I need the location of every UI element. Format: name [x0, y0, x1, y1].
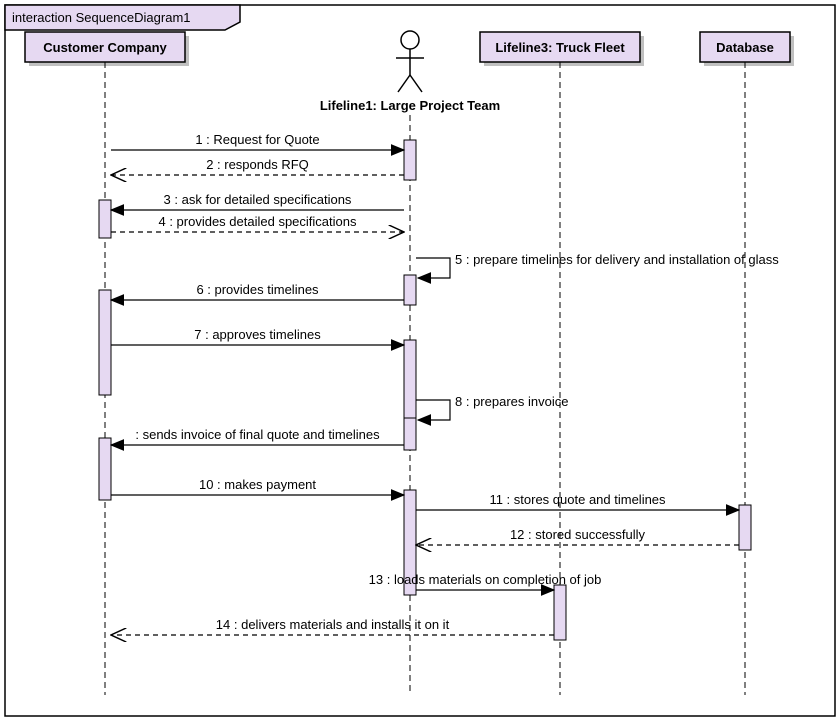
- activation: [739, 505, 751, 550]
- lifeline-label: Database: [716, 40, 774, 55]
- lifeline-label: Lifeline1: Large Project Team: [320, 98, 500, 113]
- frame-label: interaction SequenceDiagram1: [12, 10, 191, 25]
- message-label: : sends invoice of final quote and timel…: [135, 427, 380, 442]
- message-label: 10 : makes payment: [199, 477, 316, 492]
- message-label: 1 : Request for Quote: [195, 132, 319, 147]
- activation: [99, 200, 111, 238]
- message-label: 2 : responds RFQ: [206, 157, 309, 172]
- activation: [554, 585, 566, 640]
- message-label: 11 : stores quote and timelines: [489, 492, 666, 507]
- message-label: 12 : stored successfully: [510, 527, 646, 542]
- activation: [99, 290, 111, 395]
- activation: [99, 438, 111, 500]
- sequence-diagram: interaction SequenceDiagram1 Customer Co…: [0, 0, 840, 721]
- activation: [404, 275, 416, 305]
- message-label: 5 : prepare timelines for delivery and i…: [455, 252, 779, 267]
- activation: [404, 340, 416, 420]
- activation: [404, 418, 416, 450]
- message-label: 7 : approves timelines: [194, 327, 321, 342]
- activation: [404, 140, 416, 180]
- lifeline-label: Lifeline3: Truck Fleet: [495, 40, 625, 55]
- message-label: 4 : provides detailed specifications: [158, 214, 357, 229]
- message-label: 8 : prepares invoice: [455, 394, 568, 409]
- message-label: 3 : ask for detailed specifications: [164, 192, 352, 207]
- message-label: 13 : loads materials on completion of jo…: [369, 572, 602, 587]
- message-label: 14 : delivers materials and installs it …: [216, 617, 450, 632]
- message-label: 6 : provides timelines: [196, 282, 319, 297]
- lifeline-label: Customer Company: [43, 40, 167, 55]
